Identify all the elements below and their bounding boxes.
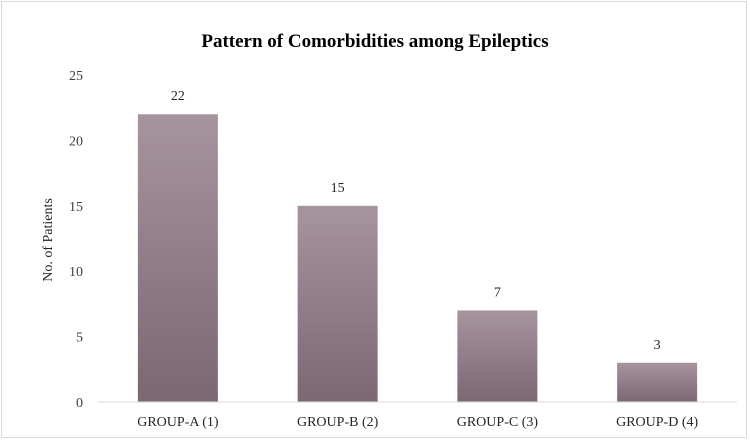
x-tick-label: GROUP-D (4) <box>616 415 698 430</box>
chart-title: Pattern of Comorbidities among Epileptic… <box>201 31 548 52</box>
bar <box>617 362 698 402</box>
data-labels: 22 15 7 3 <box>171 89 661 353</box>
y-tick-label: 25 <box>69 69 83 84</box>
bar <box>297 205 378 402</box>
y-axis-label: No. of Patients <box>41 198 56 282</box>
y-tick-label: 15 <box>69 200 83 215</box>
y-tick-label: 5 <box>76 331 83 346</box>
x-tick-label: GROUP-A (1) <box>137 415 219 430</box>
x-tick-label: GROUP-B (2) <box>297 415 379 430</box>
y-axis-ticks: 0 5 10 15 20 25 <box>69 69 83 411</box>
y-tick-label: 20 <box>69 134 83 149</box>
bar-value-label: 15 <box>331 181 345 196</box>
y-tick-label: 10 <box>69 265 83 280</box>
y-tick-label: 0 <box>76 396 83 411</box>
bar <box>137 114 218 403</box>
bar-value-label: 22 <box>171 89 185 104</box>
bar-series <box>137 114 698 403</box>
x-axis-ticks: GROUP-A (1) GROUP-B (2) GROUP-C (3) GROUP-D… <box>137 415 698 430</box>
bar <box>457 310 538 402</box>
bar-value-label: 7 <box>494 285 501 300</box>
x-tick-label: GROUP-C (3) <box>457 415 539 430</box>
bar-value-label: 3 <box>654 338 661 353</box>
